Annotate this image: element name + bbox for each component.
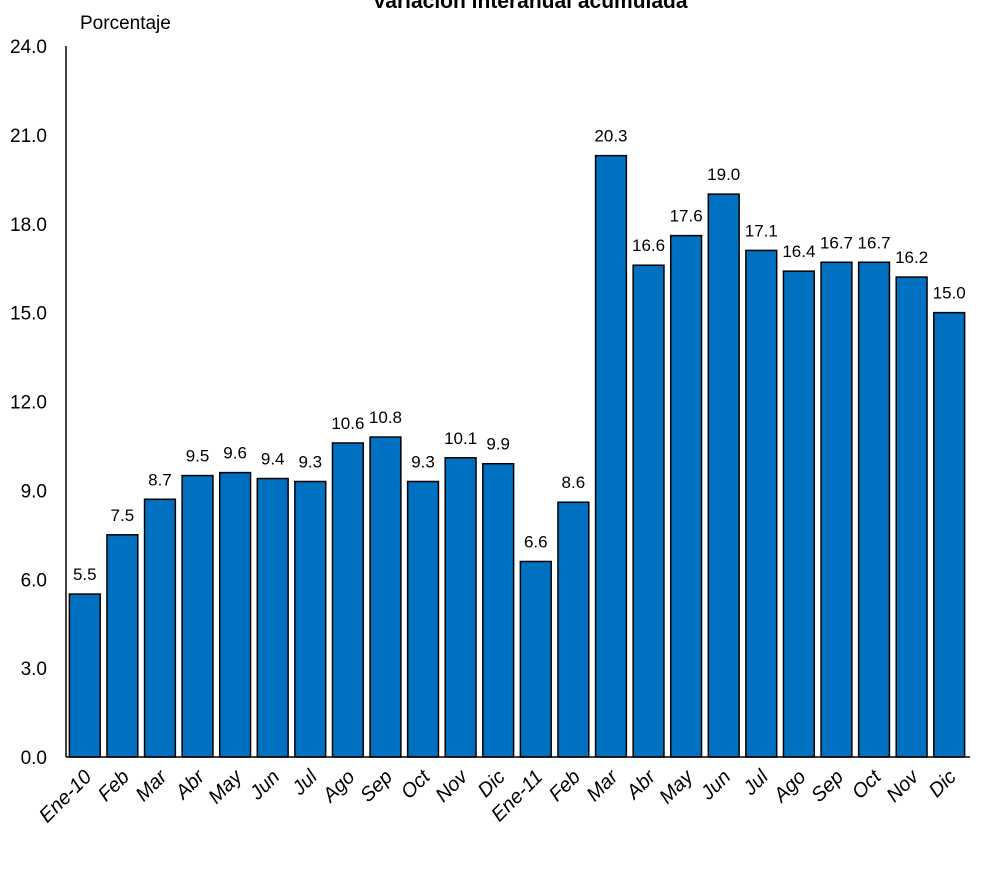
x-tick-label: Ene-10 <box>35 766 96 827</box>
y-tick-label: 6.0 <box>21 570 47 591</box>
bar <box>820 261 853 758</box>
bar <box>444 457 477 758</box>
data-label: 16.4 <box>782 242 815 261</box>
y-tick-label: 3.0 <box>21 659 47 680</box>
x-tick-label: Feb <box>545 766 585 806</box>
data-label: 5.5 <box>73 565 97 584</box>
data-label: 17.1 <box>745 221 778 240</box>
y-tick-label: 12.0 <box>10 393 47 414</box>
bar <box>106 534 139 758</box>
x-tick-label: Abr <box>171 765 210 804</box>
data-label: 8.7 <box>148 470 172 489</box>
data-label: 16.7 <box>857 233 890 252</box>
x-tick-label: Oct <box>848 765 887 804</box>
data-label: 6.6 <box>524 532 548 551</box>
bar <box>782 270 816 758</box>
data-label: 9.4 <box>261 450 285 469</box>
y-tick-label: 24.0 <box>10 37 47 58</box>
data-label: 10.6 <box>331 414 364 433</box>
data-label: 17.6 <box>670 207 703 226</box>
bar <box>68 593 101 758</box>
y-tick-label: 21.0 <box>10 126 47 147</box>
y-axis-label: Porcentaje <box>80 13 171 34</box>
y-tick-label: 15.0 <box>10 304 47 325</box>
bar <box>406 480 440 758</box>
x-tick-label: Jun <box>696 766 735 805</box>
bar <box>933 311 966 758</box>
x-tick-label: May <box>655 765 698 808</box>
bar <box>895 276 928 758</box>
x-tick-label: Nov <box>882 765 923 806</box>
data-label: 20.3 <box>594 127 627 146</box>
x-tick-label: Ago <box>769 766 810 807</box>
data-label: 8.6 <box>562 473 586 492</box>
x-tick-label: Jul <box>738 766 773 801</box>
bar <box>256 477 289 758</box>
data-labels: 5.5 7.5 8.7 9.5 9.6 9.4 9.3 10.6 10.8 9.3 10.1 9.9 6… <box>73 127 966 584</box>
data-label: 9.6 <box>223 444 247 463</box>
y-tick-label: 9.0 <box>21 481 47 502</box>
x-tick-label: Feb <box>94 766 134 806</box>
y-axis-ticks: 0.0 3.0 6.0 9.0 12.0 15.0 18.0 21.0 24.0 <box>10 37 47 769</box>
bar <box>594 154 628 758</box>
x-tick-label: Oct <box>397 765 436 804</box>
bar <box>482 462 515 758</box>
y-tick-label: 18.0 <box>10 215 47 236</box>
x-tick-label: Sep <box>356 766 397 807</box>
data-label: 10.8 <box>369 408 402 427</box>
bar <box>632 264 665 758</box>
data-label: 9.3 <box>411 452 435 471</box>
x-tick-label: Mar <box>132 765 173 806</box>
chart-title: Variación interanual acumulada <box>372 0 687 13</box>
bars <box>68 154 966 758</box>
x-tick-label: Abr <box>622 765 661 804</box>
bar <box>519 560 552 758</box>
bar <box>857 261 891 758</box>
x-tick-label: Nov <box>431 765 472 806</box>
bar <box>143 498 177 758</box>
x-tick-label: Jun <box>245 766 284 805</box>
bar <box>669 234 703 758</box>
data-label: 16.6 <box>632 236 665 255</box>
bar <box>218 471 252 758</box>
data-label: 7.5 <box>111 506 135 525</box>
data-label: 9.3 <box>298 452 322 471</box>
x-tick-label: Sep <box>807 766 848 807</box>
y-tick-label: 0.0 <box>21 748 47 769</box>
x-tick-label: Dic <box>925 766 961 802</box>
x-tick-label: May <box>204 765 247 808</box>
x-tick-label: Ago <box>318 766 359 807</box>
bar <box>369 436 402 758</box>
bar <box>707 193 740 758</box>
data-label: 19.0 <box>707 165 740 184</box>
data-label: 9.9 <box>486 435 510 454</box>
data-label: 15.0 <box>933 284 966 303</box>
data-label: 16.7 <box>820 233 853 252</box>
bar <box>331 442 365 758</box>
bar <box>557 501 590 758</box>
data-label: 16.2 <box>895 248 928 267</box>
bar <box>745 249 778 758</box>
x-tick-label: Jul <box>287 766 322 801</box>
bar <box>181 474 214 758</box>
data-label: 9.5 <box>186 447 210 466</box>
x-tick-label: Mar <box>583 765 624 806</box>
bar <box>294 480 327 758</box>
data-label: 10.1 <box>444 429 477 448</box>
